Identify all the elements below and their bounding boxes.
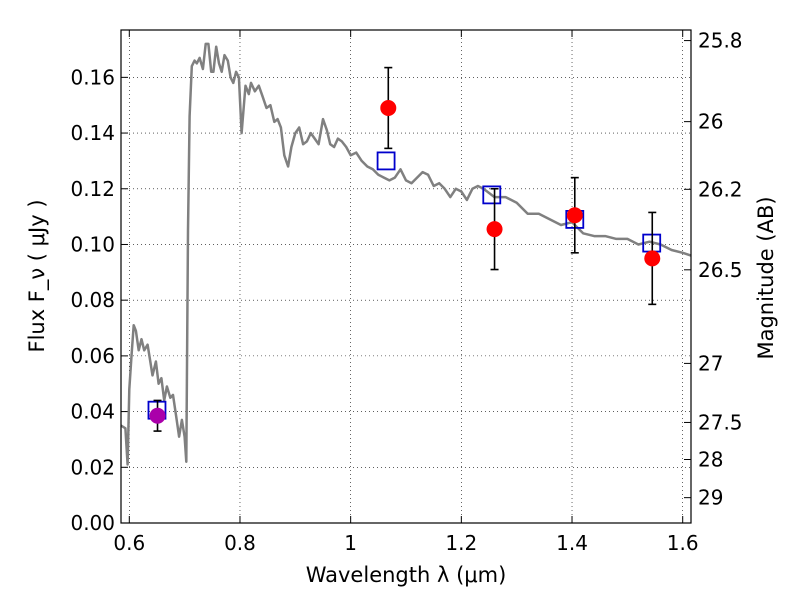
y-tick-label: 0.04 <box>70 400 115 424</box>
data-point <box>486 221 503 238</box>
y-tick-label: 0.00 <box>70 511 115 535</box>
x-tick-label: 1.4 <box>556 531 588 555</box>
x-tick-label: 0.6 <box>113 531 145 555</box>
right-tick-label: 26.2 <box>698 177 743 201</box>
right-tick-label: 27 <box>698 351 723 375</box>
spectrum-line <box>120 42 692 466</box>
data-point <box>380 99 397 116</box>
right-tick-label: 26.5 <box>698 258 743 282</box>
model-square-marker <box>482 185 502 205</box>
y-tick-label: 0.16 <box>70 65 115 89</box>
data-point <box>566 207 583 224</box>
data-layer <box>120 42 692 466</box>
axis-ticks: 0.6 0.8 1 1.2 1.4 1.6 0.00 0.02 0.04 0.06 0.08 0.10… <box>70 29 742 555</box>
y-tick-label: 0.06 <box>70 344 115 368</box>
y-tick-label: 0.02 <box>70 455 115 479</box>
data-point <box>149 407 166 424</box>
right-tick-label: 29 <box>698 486 723 510</box>
x-tick-label: 1 <box>344 531 357 555</box>
y-tick-label: 0.10 <box>70 232 115 256</box>
x-tick-label: 1.2 <box>445 531 477 555</box>
y-tick-label: 0.14 <box>70 121 115 145</box>
model-square-marker <box>376 151 396 171</box>
right-tick-label: 26 <box>698 110 723 134</box>
y-tick-label: 0.12 <box>70 177 115 201</box>
x-tick-label: 1.6 <box>667 531 699 555</box>
right-tick-label: 27.5 <box>698 410 743 434</box>
x-tick-label: 0.8 <box>224 531 256 555</box>
right-axis-label: Magnitude (AB) <box>754 196 778 359</box>
right-tick-label: 25.8 <box>698 29 743 53</box>
plot-frame <box>120 29 692 524</box>
data-point <box>644 250 661 267</box>
right-tick-label: 28 <box>698 447 723 471</box>
grid <box>121 30 691 524</box>
y-tick-label: 0.08 <box>70 288 115 312</box>
x-axis-label: Wavelength λ (μm) <box>306 563 507 587</box>
y-axis-label: Flux F_ν ( μJy ) <box>25 199 50 352</box>
